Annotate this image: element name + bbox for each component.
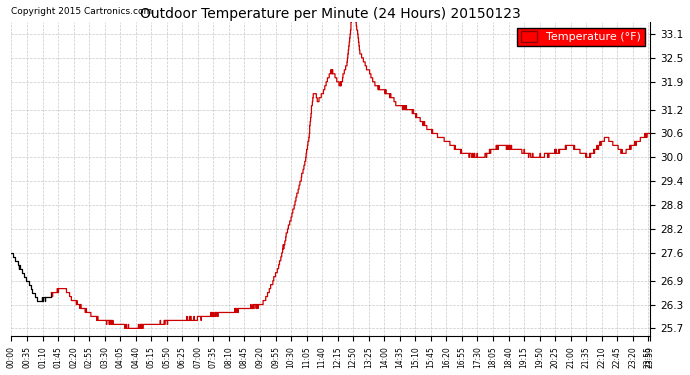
Title: Outdoor Temperature per Minute (24 Hours) 20150123: Outdoor Temperature per Minute (24 Hours…: [140, 7, 521, 21]
Text: Copyright 2015 Cartronics.com: Copyright 2015 Cartronics.com: [12, 7, 152, 16]
Legend: Temperature (°F): Temperature (°F): [518, 28, 644, 46]
